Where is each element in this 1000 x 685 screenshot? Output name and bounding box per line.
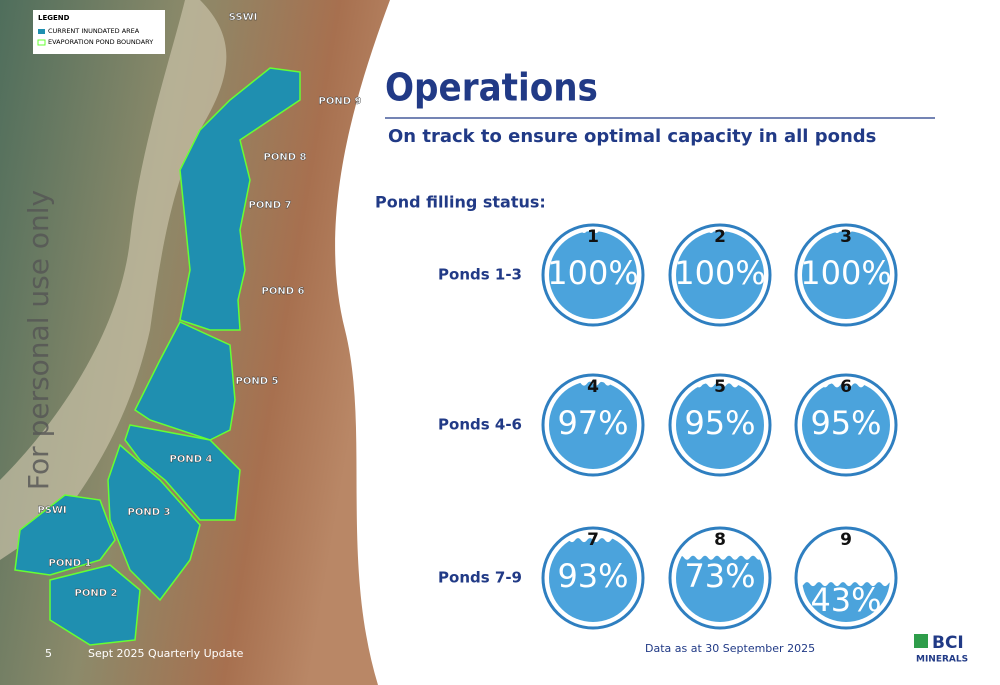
pond-number: 8 <box>714 530 726 550</box>
pond-percent: 100% <box>674 254 765 292</box>
subtitle: On track to ensure optimal capacity in a… <box>388 126 876 147</box>
pond-water <box>676 383 764 469</box>
map-label: POND 5 <box>236 376 279 387</box>
pond-water <box>676 555 764 622</box>
pond-percent: 43% <box>810 581 881 619</box>
pond-percent: 100% <box>800 254 891 292</box>
pond-number: 4 <box>587 377 599 397</box>
pond-number: 6 <box>840 377 852 397</box>
watermark: For personal use only <box>22 190 55 490</box>
map-label: POND 6 <box>262 286 305 297</box>
status-heading: Pond filling status: <box>375 193 546 212</box>
pond-number: 7 <box>587 530 599 550</box>
footer-text: Sept 2025 Quarterly Update <box>88 647 244 660</box>
pond-number: 3 <box>840 227 852 247</box>
map-label: POND 8 <box>264 152 307 163</box>
pond-number: 9 <box>840 530 852 550</box>
map-label: POND 7 <box>249 200 292 211</box>
logo-mark <box>914 634 928 648</box>
map-label: POND 3 <box>128 507 171 518</box>
footer-note: Data as at 30 September 2025 <box>645 642 815 655</box>
pond-water <box>549 381 637 469</box>
pond-number: 2 <box>714 227 726 247</box>
pond-water <box>549 231 637 319</box>
map-label: POND 4 <box>170 454 213 465</box>
pond-number: 1 <box>587 227 599 247</box>
map-ponds <box>14 67 301 646</box>
pond-percent: 100% <box>547 254 638 292</box>
title: Operations <box>385 66 598 110</box>
pond-percent: 95% <box>684 404 755 442</box>
page-number: 5 <box>45 647 52 660</box>
row-label: Ponds 4-6 <box>438 416 522 434</box>
legend-swatch <box>37 39 46 46</box>
map-label: POND 2 <box>75 588 118 599</box>
pond-water <box>802 231 890 319</box>
map-label: POND 1 <box>49 558 92 569</box>
legend-swatch <box>38 29 45 34</box>
map-label: PSWI <box>37 505 66 516</box>
map-label: SSWI <box>229 12 258 23</box>
map-label: POND 9 <box>319 96 362 107</box>
pond-percent: 95% <box>810 404 881 442</box>
logo-text: BCI <box>932 633 964 653</box>
pond-percent: 97% <box>557 404 628 442</box>
legend-box <box>33 10 165 54</box>
row-label: Ponds 7-9 <box>438 569 522 587</box>
legend-item: CURRENT INUNDATED AREA <box>48 27 140 35</box>
pond-percent: 73% <box>684 557 755 595</box>
map-shore <box>0 0 227 560</box>
legend-title: LEGEND <box>38 14 70 22</box>
row-label: Ponds 1-3 <box>438 266 522 284</box>
logo-subtext: MINERALS <box>916 655 968 665</box>
pond-number: 5 <box>714 377 726 397</box>
pond-water <box>549 538 637 622</box>
legend-item: EVAPORATION POND BOUNDARY <box>48 38 153 46</box>
pond-percent: 93% <box>557 557 628 595</box>
pond-water <box>676 231 764 319</box>
pond-water <box>802 383 890 469</box>
